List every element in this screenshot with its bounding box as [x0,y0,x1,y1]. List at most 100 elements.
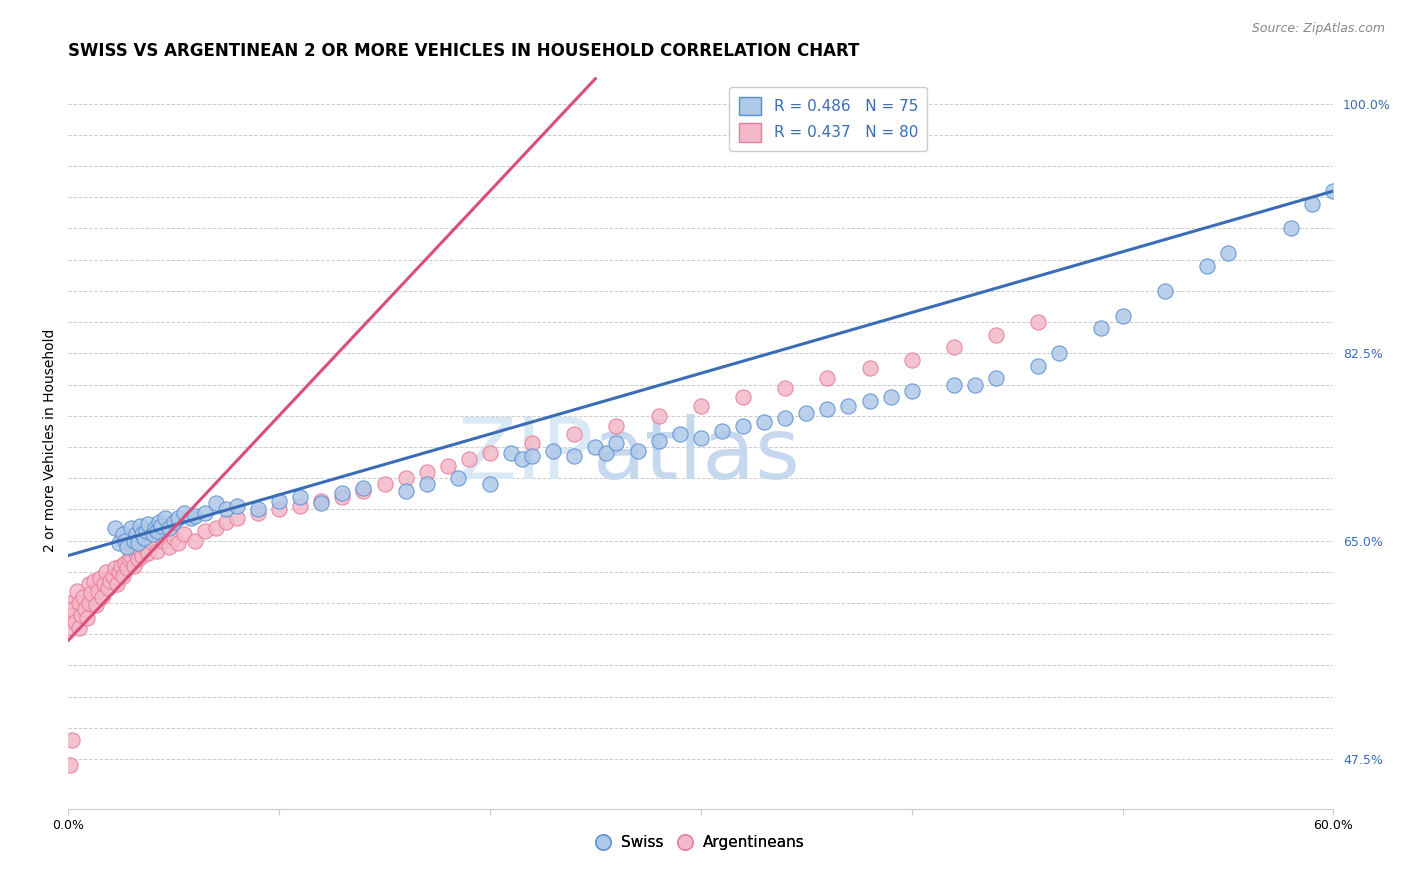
Point [205,521,228,535]
Point [205,496,228,510]
Point [837,399,859,413]
Point [215,515,238,529]
Point [478,446,501,460]
Point [152,533,174,548]
Text: atlas: atlas [593,414,801,497]
Point [101,568,124,582]
Point [142,536,165,550]
Point [1047,346,1070,360]
Point [794,406,817,420]
Point [127,552,149,566]
Point [562,427,585,442]
Text: ZIP: ZIP [457,414,593,497]
Point [942,377,965,392]
Point [499,446,522,460]
Point [773,411,796,425]
Point [1322,184,1344,198]
Point [67,596,90,610]
Point [80,586,103,600]
Point [112,568,135,582]
Point [247,506,270,520]
Point [159,540,181,554]
Point [122,558,145,573]
Point [352,481,374,495]
Point [984,327,1007,342]
Point [173,527,195,541]
Point [163,515,186,529]
Point [583,440,606,454]
Point [127,536,149,550]
Point [76,611,98,625]
Point [184,508,207,523]
Point [125,546,148,560]
Point [93,577,115,591]
Point [114,533,136,548]
Point [858,393,880,408]
Point [288,490,311,504]
Point [815,371,838,385]
Point [146,543,169,558]
Point [131,527,153,541]
Point [59,608,82,623]
Point [155,511,177,525]
Point [143,521,166,535]
Point [83,574,105,588]
Point [394,471,416,485]
Point [122,533,145,548]
Point [135,524,157,538]
Point [595,446,617,460]
Point [1195,259,1218,273]
Point [67,621,90,635]
Point [520,436,543,450]
Point [247,502,270,516]
Point [125,527,148,541]
Point [963,377,986,392]
Point [75,602,97,616]
Point [309,493,332,508]
Point [62,602,84,616]
Point [226,499,249,513]
Point [96,565,118,579]
Text: SWISS VS ARGENTINEAN 2 OR MORE VEHICLES IN HOUSEHOLD CORRELATION CHART: SWISS VS ARGENTINEAN 2 OR MORE VEHICLES … [69,42,859,60]
Point [194,506,217,520]
Point [121,549,143,563]
Y-axis label: 2 or more Vehicles in Household: 2 or more Vehicles in Household [44,329,58,552]
Point [689,431,711,445]
Point [879,390,901,404]
Text: Source: ZipAtlas.com: Source: ZipAtlas.com [1251,22,1385,36]
Point [415,477,437,491]
Point [194,524,217,538]
Point [773,381,796,395]
Point [1026,315,1049,329]
Point [436,458,458,473]
Point [121,521,143,535]
Point [142,527,165,541]
Point [626,443,648,458]
Point [104,521,127,535]
Point [97,581,120,595]
Point [226,511,249,525]
Point [66,583,89,598]
Point [150,518,173,533]
Point [58,621,80,635]
Point [858,361,880,376]
Point [105,577,128,591]
Point [180,511,202,525]
Point [647,434,669,448]
Point [138,517,160,532]
Point [330,486,353,500]
Point [541,443,564,458]
Point [167,536,190,550]
Point [647,409,669,423]
Point [288,499,311,513]
Point [457,452,479,467]
Point [167,511,190,525]
Point [184,533,207,548]
Point [108,565,131,579]
Point [1111,309,1133,323]
Point [91,590,114,604]
Point [447,471,470,485]
Point [62,733,84,747]
Point [942,340,965,354]
Point [1301,196,1323,211]
